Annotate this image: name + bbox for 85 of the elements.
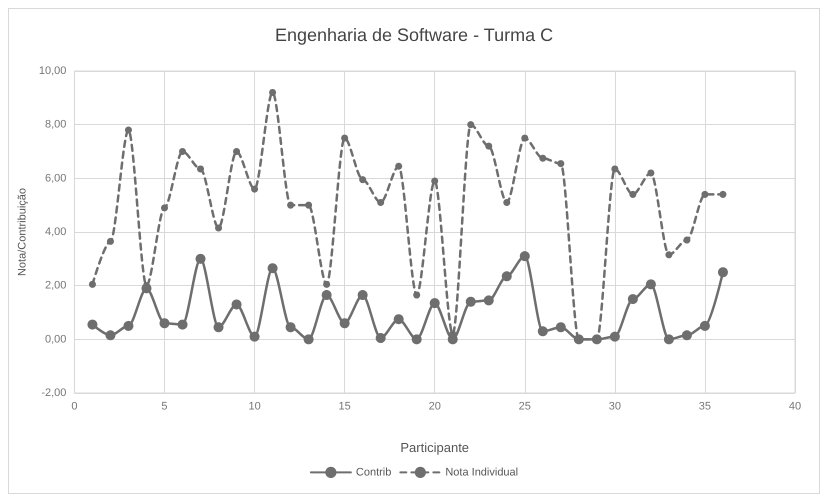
point xyxy=(646,279,656,290)
y-tick-label: 2,00 xyxy=(45,280,66,292)
point xyxy=(322,290,332,300)
point xyxy=(323,280,330,288)
x-tick-label: 30 xyxy=(608,400,621,412)
point xyxy=(124,126,132,134)
legend-label: Nota Individual xyxy=(445,466,518,478)
y-tick-label: 6,00 xyxy=(45,172,66,184)
point xyxy=(539,154,546,162)
point xyxy=(395,162,402,170)
point xyxy=(647,169,654,176)
y-tick-label: 4,00 xyxy=(45,226,66,238)
point xyxy=(106,238,114,245)
point xyxy=(502,271,512,282)
point xyxy=(179,148,186,155)
y-tick-label: 0,00 xyxy=(45,333,66,346)
point xyxy=(557,160,564,168)
point xyxy=(431,178,438,185)
point xyxy=(377,198,384,206)
point xyxy=(467,121,474,128)
point xyxy=(160,318,170,328)
x-tick-label: 40 xyxy=(788,400,802,412)
point xyxy=(376,332,386,343)
y-tick-label: 10,00 xyxy=(38,65,66,77)
point xyxy=(178,320,188,330)
point xyxy=(485,142,492,150)
point xyxy=(503,198,510,206)
point xyxy=(701,190,708,198)
point xyxy=(250,332,260,342)
point xyxy=(484,295,494,306)
point xyxy=(665,251,672,258)
chart-title: Engenharia de Software - Turma C xyxy=(274,25,554,45)
point xyxy=(232,299,242,310)
x-tick-label: 5 xyxy=(161,400,168,412)
point xyxy=(610,332,620,342)
point xyxy=(197,165,204,172)
x-axis-title: Participante xyxy=(400,440,470,455)
x-tick-label: 15 xyxy=(338,400,351,412)
point xyxy=(413,292,420,299)
point xyxy=(87,320,98,330)
point xyxy=(233,148,240,155)
point xyxy=(305,202,312,209)
point xyxy=(394,314,404,324)
point xyxy=(359,176,366,184)
point xyxy=(628,294,638,304)
point xyxy=(521,134,528,142)
point xyxy=(340,318,350,328)
point xyxy=(88,280,96,288)
y-tick-label: -2,00 xyxy=(41,387,66,399)
point xyxy=(287,202,294,209)
point xyxy=(611,165,618,172)
point xyxy=(412,334,422,344)
point xyxy=(269,88,276,96)
point xyxy=(664,334,674,344)
y-axis-title: Nota/Contribuição xyxy=(16,188,28,276)
x-tick-label: 10 xyxy=(248,400,261,412)
point xyxy=(105,330,116,340)
x-tick-label: 35 xyxy=(698,400,712,412)
point xyxy=(341,134,348,142)
point xyxy=(682,330,692,340)
point xyxy=(700,320,710,331)
point xyxy=(251,186,258,193)
point xyxy=(538,326,548,336)
legend-label: Contrib xyxy=(356,466,392,478)
point xyxy=(718,267,728,278)
point xyxy=(286,322,296,332)
point xyxy=(123,320,134,331)
point xyxy=(214,322,224,332)
point xyxy=(161,204,168,212)
point xyxy=(215,224,222,232)
point xyxy=(629,190,636,198)
point xyxy=(719,190,726,198)
point xyxy=(520,251,530,262)
y-tick-label: 8,00 xyxy=(45,118,66,131)
point xyxy=(304,334,314,344)
x-tick-label: 20 xyxy=(428,400,441,412)
point xyxy=(268,263,278,274)
point xyxy=(196,254,206,264)
point xyxy=(683,236,690,244)
x-tick-label: 25 xyxy=(518,400,531,412)
x-tick-label: 0 xyxy=(71,400,78,412)
point xyxy=(358,290,368,300)
point xyxy=(466,296,476,307)
point xyxy=(556,322,566,332)
point xyxy=(430,298,440,308)
